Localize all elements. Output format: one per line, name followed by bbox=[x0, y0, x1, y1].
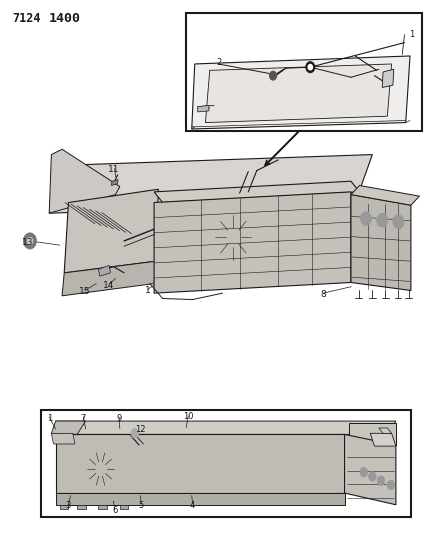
Polygon shape bbox=[77, 505, 86, 509]
Polygon shape bbox=[205, 64, 392, 123]
Circle shape bbox=[377, 213, 388, 227]
Text: 7: 7 bbox=[81, 414, 86, 423]
Polygon shape bbox=[62, 261, 156, 296]
Text: 1400: 1400 bbox=[49, 12, 81, 25]
Text: 15: 15 bbox=[79, 287, 90, 296]
Circle shape bbox=[377, 476, 385, 486]
Text: 11: 11 bbox=[108, 165, 119, 174]
Text: 5: 5 bbox=[139, 501, 144, 510]
Bar bbox=[41, 410, 411, 517]
Text: 1: 1 bbox=[145, 286, 151, 295]
Polygon shape bbox=[382, 69, 394, 87]
Polygon shape bbox=[111, 180, 118, 185]
Text: 14: 14 bbox=[104, 281, 115, 290]
Polygon shape bbox=[56, 434, 345, 493]
Bar bbox=[186, 13, 422, 131]
Circle shape bbox=[308, 64, 312, 70]
Text: 12: 12 bbox=[135, 425, 146, 433]
Circle shape bbox=[369, 472, 376, 481]
Polygon shape bbox=[49, 155, 372, 213]
Circle shape bbox=[270, 71, 276, 80]
Polygon shape bbox=[56, 493, 345, 505]
Polygon shape bbox=[120, 505, 128, 509]
Polygon shape bbox=[51, 421, 86, 434]
Polygon shape bbox=[351, 195, 411, 290]
Text: 6: 6 bbox=[112, 506, 117, 515]
Polygon shape bbox=[98, 265, 110, 276]
Text: 9: 9 bbox=[116, 414, 122, 423]
Polygon shape bbox=[60, 505, 68, 509]
Polygon shape bbox=[351, 185, 419, 205]
Polygon shape bbox=[198, 106, 209, 112]
Polygon shape bbox=[349, 423, 396, 445]
Text: 10: 10 bbox=[183, 413, 193, 421]
Text: 8: 8 bbox=[320, 290, 326, 298]
Circle shape bbox=[393, 215, 404, 229]
Text: 13: 13 bbox=[22, 238, 33, 247]
Circle shape bbox=[27, 237, 33, 245]
Polygon shape bbox=[370, 433, 396, 446]
Circle shape bbox=[387, 480, 395, 490]
Polygon shape bbox=[154, 181, 360, 203]
Polygon shape bbox=[51, 433, 75, 444]
Polygon shape bbox=[56, 421, 396, 434]
Polygon shape bbox=[345, 434, 396, 505]
Text: 1: 1 bbox=[47, 414, 52, 423]
Text: 7124: 7124 bbox=[12, 12, 41, 25]
Polygon shape bbox=[192, 56, 410, 129]
Circle shape bbox=[24, 233, 36, 249]
Circle shape bbox=[306, 62, 315, 72]
Circle shape bbox=[360, 467, 368, 477]
Text: 1: 1 bbox=[409, 30, 414, 39]
Text: 4: 4 bbox=[190, 501, 195, 510]
Polygon shape bbox=[379, 428, 392, 433]
Polygon shape bbox=[154, 192, 351, 293]
Polygon shape bbox=[49, 149, 120, 213]
Circle shape bbox=[131, 429, 139, 438]
Polygon shape bbox=[64, 189, 158, 273]
Circle shape bbox=[360, 212, 372, 225]
Polygon shape bbox=[98, 505, 107, 509]
Text: 3: 3 bbox=[66, 501, 71, 510]
Text: 2: 2 bbox=[216, 59, 221, 67]
